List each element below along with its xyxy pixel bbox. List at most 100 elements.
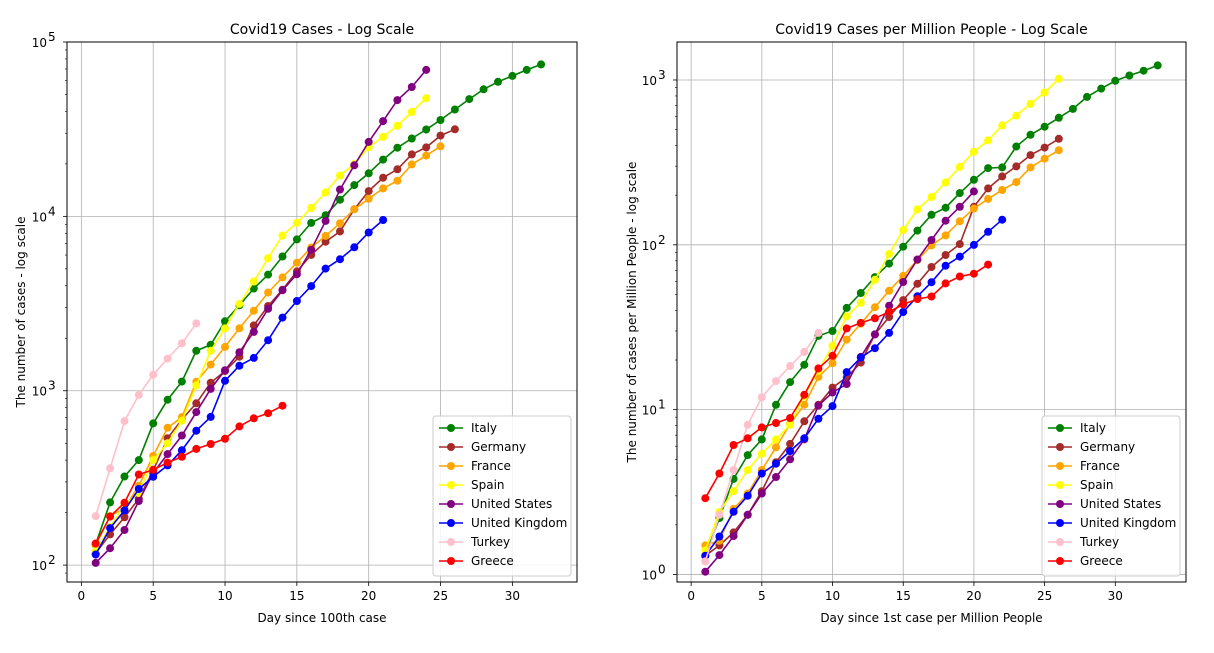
data-point bbox=[235, 422, 244, 431]
data-point bbox=[522, 65, 531, 74]
data-point bbox=[941, 261, 950, 270]
data-point bbox=[885, 301, 894, 310]
data-point bbox=[221, 342, 229, 351]
data-point bbox=[842, 303, 851, 312]
y-tick-label: 10 bbox=[32, 559, 47, 573]
data-point bbox=[120, 506, 129, 515]
legend-label: Spain bbox=[1080, 478, 1114, 492]
legend-label: Turkey bbox=[470, 535, 510, 549]
data-point bbox=[422, 143, 431, 152]
data-point bbox=[278, 286, 287, 295]
data-point bbox=[249, 414, 258, 423]
y-tick-exponent: 3 bbox=[48, 379, 56, 393]
data-point bbox=[163, 450, 172, 459]
data-point bbox=[479, 85, 488, 94]
data-point bbox=[899, 226, 908, 234]
x-tick-label: 15 bbox=[289, 589, 304, 603]
data-point bbox=[969, 187, 978, 196]
legend-box bbox=[432, 415, 572, 577]
data-point bbox=[450, 125, 459, 134]
data-point bbox=[1139, 66, 1148, 75]
data-point bbox=[743, 510, 752, 519]
data-point bbox=[235, 348, 244, 357]
series-group bbox=[91, 60, 546, 567]
data-point bbox=[927, 278, 936, 287]
legend-label: France bbox=[471, 459, 511, 473]
y-tick-label: 10 bbox=[32, 36, 47, 50]
data-point bbox=[537, 60, 546, 69]
data-point bbox=[393, 143, 402, 152]
data-point bbox=[1097, 84, 1106, 93]
data-point bbox=[134, 456, 143, 465]
x-tick-label: 5 bbox=[758, 589, 766, 603]
y-tick-label: 10 bbox=[32, 210, 47, 224]
x-tick-label: 10 bbox=[217, 589, 232, 603]
data-point bbox=[249, 284, 258, 293]
data-point bbox=[350, 181, 359, 190]
data-point bbox=[278, 231, 287, 240]
data-point bbox=[249, 353, 258, 362]
data-point bbox=[1125, 71, 1134, 80]
data-point bbox=[292, 258, 301, 267]
data-point bbox=[870, 275, 879, 284]
legend: Italy Germany France Spain United States Unit… bbox=[1041, 415, 1181, 577]
data-point bbox=[757, 469, 766, 478]
data-point bbox=[927, 193, 936, 201]
data-point bbox=[1012, 142, 1021, 151]
data-point bbox=[828, 359, 837, 368]
legend-marker bbox=[1056, 462, 1064, 470]
data-point bbox=[969, 204, 978, 213]
data-point bbox=[249, 306, 258, 315]
data-point bbox=[984, 136, 993, 145]
data-point bbox=[757, 393, 766, 402]
y-tick-label: 10 bbox=[642, 239, 657, 253]
data-point bbox=[177, 452, 186, 461]
data-point bbox=[120, 513, 129, 522]
data-point bbox=[941, 216, 950, 225]
data-point bbox=[106, 544, 115, 553]
x-tick-label: 25 bbox=[433, 589, 448, 603]
data-point bbox=[913, 279, 922, 288]
data-point bbox=[800, 434, 809, 443]
x-tick-label: 25 bbox=[1037, 589, 1052, 603]
data-point bbox=[856, 353, 865, 362]
data-point bbox=[91, 512, 100, 521]
data-point bbox=[1153, 61, 1162, 70]
data-point bbox=[1026, 99, 1035, 108]
data-point bbox=[701, 567, 710, 576]
data-point bbox=[393, 176, 402, 185]
data-point bbox=[192, 444, 201, 453]
legend-label: United States bbox=[471, 497, 552, 511]
data-point bbox=[984, 184, 993, 193]
y-tick-exponent: 1 bbox=[658, 398, 666, 412]
data-point bbox=[786, 420, 795, 429]
data-point bbox=[899, 300, 908, 309]
data-point bbox=[955, 252, 964, 261]
chart-right: Covid19 Cases per Million People - Log S… bbox=[625, 22, 1187, 625]
x-tick-label: 0 bbox=[687, 589, 695, 603]
data-point bbox=[772, 435, 780, 444]
data-point bbox=[206, 412, 215, 421]
data-point bbox=[757, 449, 766, 458]
data-point bbox=[149, 370, 158, 379]
data-point bbox=[106, 464, 115, 473]
data-point bbox=[192, 319, 201, 328]
data-point bbox=[927, 263, 936, 271]
y-axis-label: The number of cases - log scale bbox=[14, 217, 28, 409]
data-point bbox=[436, 131, 445, 140]
legend-marker bbox=[1056, 519, 1064, 527]
data-point bbox=[913, 255, 922, 264]
legend-item: Spain bbox=[1048, 478, 1114, 492]
legend-box bbox=[1041, 415, 1181, 577]
data-point bbox=[969, 147, 978, 156]
data-point bbox=[436, 142, 445, 151]
legend-item: France bbox=[439, 459, 511, 473]
data-point bbox=[1054, 146, 1063, 155]
legend-label: Germany bbox=[471, 440, 526, 454]
data-point bbox=[134, 390, 143, 399]
legend-item: Greece bbox=[439, 554, 514, 568]
data-point bbox=[407, 108, 416, 116]
data-point bbox=[828, 388, 837, 397]
legend-marker bbox=[447, 500, 455, 508]
y-tick-label: 10 bbox=[642, 404, 657, 418]
